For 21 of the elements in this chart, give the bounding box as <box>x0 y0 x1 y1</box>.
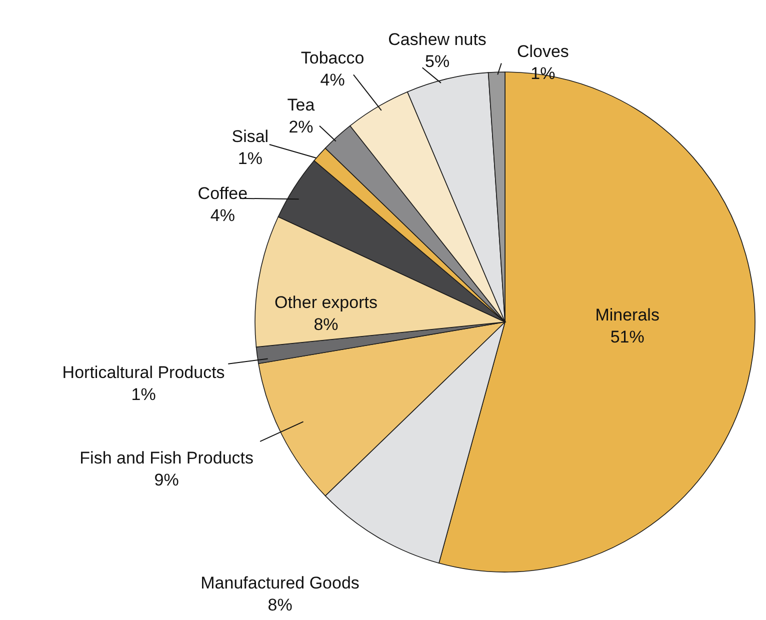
data-label: 4% <box>320 70 345 90</box>
slice-label: Tobacco <box>300 48 364 68</box>
data-label: 1% <box>131 384 156 404</box>
slice-label: Other exports <box>274 293 378 312</box>
data-label: 8% <box>314 315 338 334</box>
data-label: 8% <box>268 596 292 615</box>
slice-label: Cloves <box>516 42 569 62</box>
slice-label: Cashew nuts <box>388 30 486 50</box>
data-label: 1% <box>238 148 262 168</box>
slice-label: Fish and Fish Products <box>80 448 254 468</box>
slice-label: Minerals <box>595 306 660 325</box>
data-label: 5% <box>425 52 450 72</box>
data-label: 51% <box>610 328 644 347</box>
slice-label: Sisal <box>232 126 269 146</box>
slice-label: Coffee <box>198 184 248 203</box>
slice-label: Horticaltural Products <box>62 362 225 382</box>
data-label: 9% <box>154 470 179 490</box>
slice-label: Tea <box>287 95 316 114</box>
data-label: 2% <box>288 117 314 136</box>
slice-label: Manufactured Goods <box>200 574 360 593</box>
data-label: 4% <box>210 206 235 225</box>
